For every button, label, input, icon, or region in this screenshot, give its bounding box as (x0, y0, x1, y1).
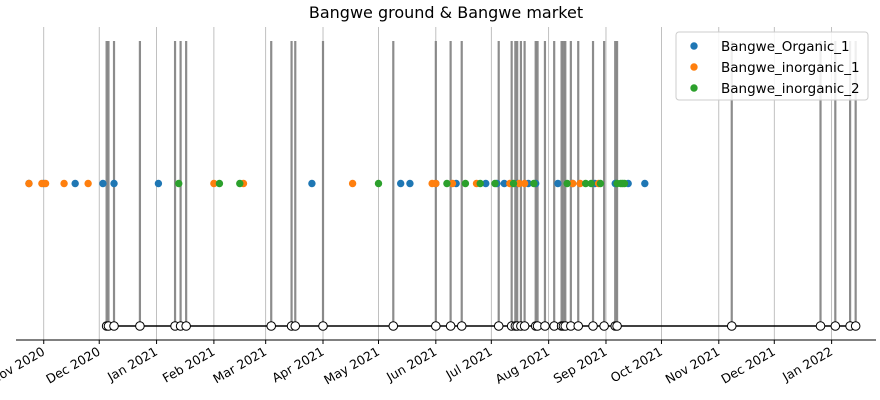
series-3-point (236, 179, 244, 188)
series-1-point (308, 179, 316, 188)
event-marker (612, 321, 622, 331)
event-marker (493, 321, 504, 331)
series-3-point (581, 179, 590, 188)
series-2-point (432, 179, 440, 188)
x-tick-label: Apr 2021 (269, 344, 326, 386)
series-1-point (71, 179, 79, 188)
series-2-point (25, 179, 33, 188)
series-3-point (476, 179, 484, 188)
series-3-point (509, 179, 518, 188)
legend-box (675, 31, 869, 101)
chart-title: Bangwe ground & Bangwe market (309, 3, 583, 22)
event-marker (135, 321, 145, 331)
event-marker (573, 321, 584, 331)
legend: Bangwe_Organic_1 Bangwe_inorganic_1 Bangwe… (675, 31, 869, 101)
series-1-point (554, 179, 562, 188)
legend-label: Bangwe_Organic_1 (721, 39, 850, 55)
series-3-point (461, 179, 470, 188)
x-tick-label: Jul 2021 (442, 344, 494, 383)
series-3-point (587, 179, 595, 188)
series-3-point (620, 179, 629, 188)
series-2-point (576, 179, 584, 188)
x-tick-label: Aug 2021 (493, 344, 553, 387)
x-tick-label: Jun 2021 (383, 344, 439, 385)
event-marker (266, 321, 277, 331)
series-3-point (530, 179, 538, 188)
event-marker (815, 321, 826, 331)
series-1-point (500, 179, 508, 188)
event-marker (456, 321, 467, 331)
series-1-point (110, 179, 118, 188)
series-2-point (348, 179, 357, 188)
legend-label: Bangwe_inorganic_1 (721, 60, 860, 76)
series-2-point (515, 179, 523, 188)
x-tick-label: May 2021 (321, 344, 382, 388)
series-2-point (210, 179, 218, 188)
legend-label: Bangwe_inorganic_2 (721, 81, 860, 97)
x-tick-label: Nov 2020 (0, 344, 47, 387)
series-1-point (482, 179, 490, 188)
event-marker (540, 321, 550, 331)
event-marker (850, 321, 861, 331)
x-tick-label: Jan 2022 (779, 344, 835, 385)
series-1-point (99, 179, 107, 188)
event-marker (290, 321, 301, 331)
x-tick-label: Nov 2021 (663, 344, 723, 387)
series-3-point (491, 179, 499, 188)
event-marker (388, 321, 399, 331)
event-marker (181, 321, 191, 331)
event-marker (519, 321, 530, 331)
series-3-point (443, 179, 451, 188)
series-2-point (60, 179, 68, 188)
event-marker (109, 321, 119, 331)
event-marker (445, 321, 456, 331)
series-3-point (175, 179, 183, 188)
series-3-point (374, 179, 383, 188)
series-3-point (215, 179, 224, 188)
event-marker (599, 321, 609, 331)
series-3-point (596, 179, 605, 188)
x-tick-label: Oct 2021 (608, 344, 665, 386)
series-1-point (406, 179, 414, 188)
x-tick-label: Sep 2021 (551, 344, 610, 387)
series-2-point (568, 179, 577, 188)
series-3-point (563, 179, 571, 188)
event-marker (726, 321, 737, 331)
series-2-point (520, 179, 529, 188)
series-1-point (396, 179, 405, 188)
x-tick-label: Mar 2021 (210, 344, 269, 387)
series-1-point (154, 179, 163, 188)
series-layer (25, 179, 649, 188)
x-tick-label: Jan 2021 (104, 344, 160, 385)
event-marker (431, 321, 441, 331)
legend-marker (690, 42, 698, 50)
series-2-point (41, 179, 50, 188)
legend-marker (690, 84, 698, 92)
x-tick-label: Dec 2021 (718, 344, 777, 387)
series-2-point (84, 179, 92, 188)
series-2-point (448, 179, 457, 188)
series-1-point (641, 179, 649, 188)
event-marker (588, 321, 598, 331)
event-marker (830, 321, 841, 331)
x-tick-label: Dec 2020 (43, 344, 102, 387)
x-tick-label: Feb 2021 (160, 344, 218, 386)
event-marker (318, 321, 328, 331)
legend-marker (690, 63, 698, 71)
event-layer (101, 41, 861, 331)
